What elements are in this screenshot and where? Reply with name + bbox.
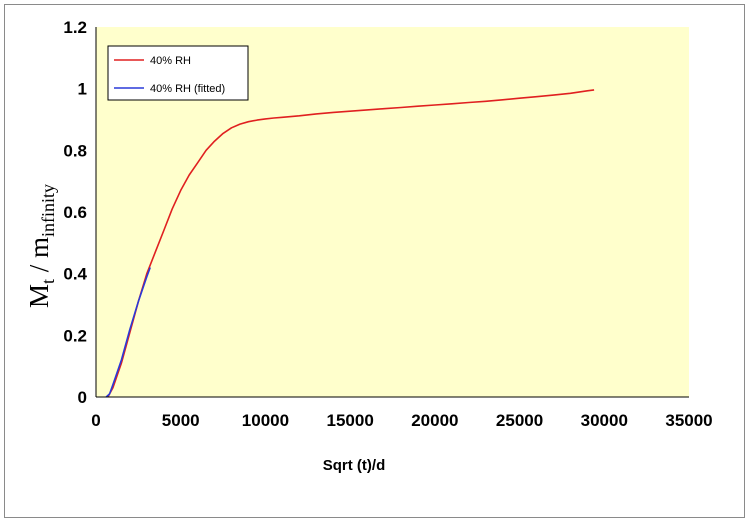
y-tick-label: 0.4 — [63, 265, 87, 284]
x-tick-label: 15000 — [327, 411, 374, 430]
x-tick-labels: 0 5000 10000 15000 20000 25000 30000 35000 — [91, 411, 712, 430]
y-label-main: M — [24, 284, 54, 308]
y-tick-label: 0 — [78, 388, 87, 407]
x-tick-label: 0 — [91, 411, 100, 430]
y-tick-label: 1 — [78, 80, 87, 99]
x-tick-label: 20000 — [411, 411, 458, 430]
y-tick-label: 1.2 — [63, 18, 87, 37]
y-tick-label: 0.8 — [63, 141, 87, 160]
x-tick-label: 10000 — [242, 411, 289, 430]
y-tick-labels: 0 0.2 0.4 0.6 0.8 1 1.2 — [63, 18, 87, 407]
legend: 40% RH 40% RH (fitted) — [107, 45, 249, 101]
y-axis-label: Mt / minfinity — [24, 184, 58, 308]
series-line-1 — [107, 89, 595, 398]
x-tick-label: 25000 — [496, 411, 543, 430]
y-label-sub1: t — [38, 279, 58, 284]
series-layer — [105, 89, 595, 398]
y-label-sub2: infinity — [38, 184, 58, 237]
y-label-mid: / m — [24, 237, 54, 279]
legend-label-series-1: 40% RH — [150, 55, 191, 67]
x-tick-label: 35000 — [665, 411, 712, 430]
y-tick-label: 0.6 — [63, 203, 87, 222]
x-tick-label: 5000 — [162, 411, 200, 430]
x-tick-label: 30000 — [581, 411, 628, 430]
x-axis-label: Sqrt (t)/d — [323, 457, 385, 474]
series-line-2 — [105, 267, 151, 398]
y-tick-label: 0.2 — [63, 326, 87, 345]
legend-label-series-2: 40% RH (fitted) — [150, 83, 225, 95]
legend-box — [107, 45, 249, 101]
